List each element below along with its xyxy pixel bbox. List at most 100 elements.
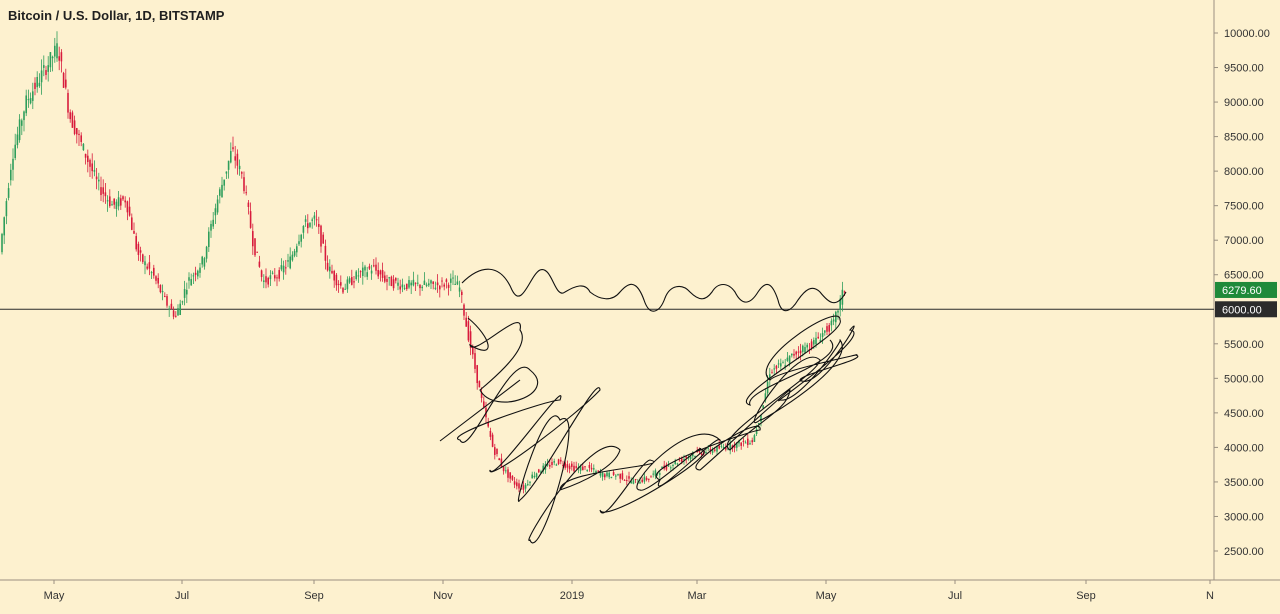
y-tick-label: 5000.00 bbox=[1224, 373, 1264, 385]
candle-body bbox=[315, 219, 318, 221]
candle-body bbox=[12, 158, 14, 170]
candle-body bbox=[291, 254, 294, 261]
candle-body bbox=[498, 458, 500, 461]
candle-body bbox=[216, 199, 219, 213]
candle-body bbox=[694, 456, 696, 458]
candle-body bbox=[535, 473, 538, 477]
candle-body bbox=[82, 143, 85, 151]
candle-body bbox=[531, 474, 533, 479]
candle-body bbox=[289, 256, 291, 269]
candle-body bbox=[157, 277, 159, 284]
candle-body bbox=[529, 481, 531, 483]
x-tick-label: Sep bbox=[1076, 590, 1096, 602]
candle-body bbox=[639, 481, 641, 484]
candle-body bbox=[331, 270, 333, 274]
candle-body bbox=[755, 429, 758, 435]
candle-body bbox=[586, 469, 588, 471]
y-tick-label: 3500.00 bbox=[1224, 477, 1264, 489]
candle-body bbox=[505, 470, 507, 472]
candle-body bbox=[335, 274, 338, 286]
candle-body bbox=[648, 478, 650, 480]
candle-body bbox=[630, 481, 632, 484]
candle-body bbox=[788, 355, 791, 364]
candle-body bbox=[3, 217, 5, 236]
candle-body bbox=[384, 275, 386, 282]
candle-body bbox=[131, 217, 133, 230]
candle-body bbox=[102, 187, 104, 194]
candle-body bbox=[676, 463, 679, 465]
candle-body bbox=[751, 440, 753, 443]
candle-body bbox=[170, 303, 173, 309]
candle-body bbox=[707, 447, 709, 449]
candle-body bbox=[445, 279, 448, 282]
candle-body bbox=[837, 310, 839, 313]
candle-body bbox=[729, 442, 731, 449]
candle-body bbox=[276, 277, 278, 279]
candle-body bbox=[549, 464, 551, 467]
candle-body bbox=[128, 206, 131, 216]
candle-body bbox=[27, 99, 30, 101]
x-tick-label: 2019 bbox=[560, 590, 584, 602]
candle-body bbox=[133, 231, 135, 234]
candle-body bbox=[612, 472, 615, 475]
candle-body bbox=[645, 477, 648, 480]
candle-body bbox=[584, 466, 586, 468]
candle-body bbox=[773, 368, 775, 370]
candle-body bbox=[23, 111, 25, 121]
candle-body bbox=[463, 304, 465, 316]
candle-body bbox=[782, 362, 784, 364]
candle-body bbox=[192, 275, 195, 277]
candle-body bbox=[340, 282, 342, 286]
candle-body bbox=[793, 353, 795, 356]
candle-body bbox=[322, 234, 324, 244]
candle-body bbox=[73, 120, 76, 134]
candle-body bbox=[742, 440, 745, 442]
candle-body bbox=[241, 172, 243, 174]
candle-body bbox=[227, 160, 230, 170]
candle-body bbox=[212, 219, 214, 227]
candle-body bbox=[747, 438, 749, 445]
candle-body bbox=[634, 478, 637, 480]
candle-body bbox=[221, 184, 223, 198]
candle-body bbox=[375, 264, 377, 271]
candle-body bbox=[243, 177, 245, 192]
candle-body bbox=[388, 277, 390, 279]
candle-body bbox=[650, 476, 652, 478]
candle-body bbox=[839, 298, 841, 310]
candle-body bbox=[359, 271, 362, 273]
candle-body bbox=[201, 256, 203, 265]
candle-body bbox=[764, 393, 767, 401]
candle-body bbox=[652, 473, 654, 475]
candle-body bbox=[608, 472, 610, 478]
candle-body bbox=[489, 430, 492, 437]
candle-body bbox=[771, 372, 773, 374]
candle-body bbox=[80, 135, 82, 142]
candle-body bbox=[689, 456, 692, 460]
candle-body bbox=[700, 453, 703, 455]
candle-body bbox=[762, 405, 764, 409]
candle-body bbox=[568, 465, 571, 470]
candle-body bbox=[476, 365, 478, 384]
candle-body bbox=[817, 336, 819, 339]
candle-body bbox=[36, 76, 38, 88]
candle-body bbox=[478, 381, 481, 388]
candle-body bbox=[590, 467, 593, 470]
candle-body bbox=[122, 196, 124, 200]
candle-body bbox=[21, 120, 23, 126]
candle-body bbox=[18, 119, 21, 141]
y-tick-label: 9000.00 bbox=[1224, 97, 1264, 109]
candle-body bbox=[740, 442, 742, 446]
drawn-wave bbox=[461, 268, 847, 312]
candle-body bbox=[32, 91, 34, 101]
candle-body bbox=[454, 283, 456, 285]
candle-body bbox=[386, 279, 388, 282]
candle-body bbox=[381, 270, 384, 278]
candle-body bbox=[439, 285, 441, 290]
candle-body bbox=[47, 65, 49, 72]
candle-body bbox=[269, 275, 272, 280]
candle-body bbox=[621, 473, 624, 480]
candle-body bbox=[557, 459, 560, 465]
candle-body bbox=[280, 265, 283, 270]
candle-body bbox=[5, 201, 8, 217]
candle-body bbox=[511, 475, 514, 480]
